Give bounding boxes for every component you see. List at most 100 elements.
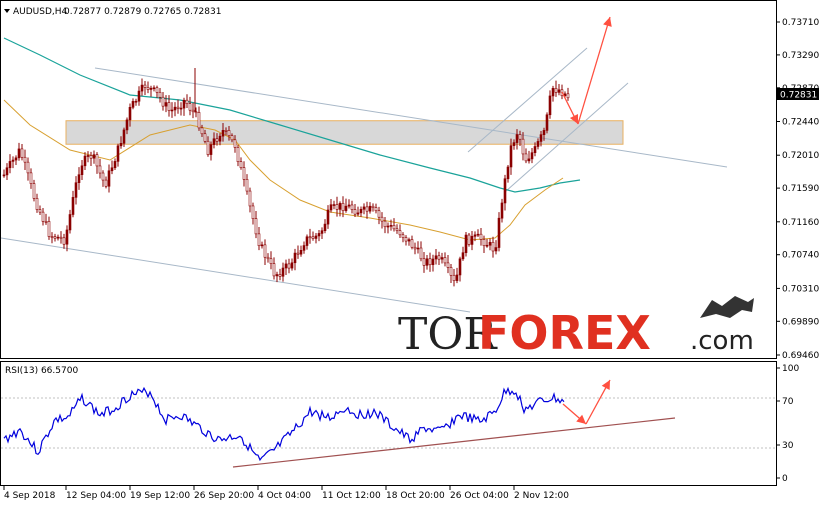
time-tick-label: 11 Oct 12:00: [322, 491, 381, 501]
channel-line: [504, 82, 629, 193]
candle-body: [161, 96, 165, 107]
candle-body: [524, 153, 528, 162]
candle-body: [110, 167, 114, 172]
candle-body: [56, 236, 60, 239]
rsi-forecast-arrows: [562, 379, 611, 425]
candle-body: [404, 237, 408, 242]
price-tick-label: 0.73710: [782, 18, 819, 28]
main-pane: [0, 0, 777, 359]
candle-body: [293, 252, 297, 264]
candle-body: [203, 133, 207, 142]
candle-body: [485, 244, 489, 247]
time-tick-label: 4 Oct 04:00: [258, 491, 311, 501]
candle-body: [125, 119, 129, 131]
candle-body: [419, 247, 423, 260]
candle-body: [455, 274, 459, 281]
candle-body: [152, 87, 156, 90]
candle-body: [344, 205, 348, 211]
candle-body: [458, 258, 462, 276]
candle-body: [71, 197, 75, 215]
time-axis: 4 Sep 2018 12 Sep 04:00 19 Sep 12:00 26 Sep…: [3, 486, 569, 501]
candle-body: [140, 84, 144, 92]
candle-body: [464, 234, 468, 253]
channel-line: [467, 47, 588, 153]
candle-body: [332, 204, 336, 206]
candle-body: [104, 179, 108, 187]
candle-body: [341, 203, 345, 211]
candle-body: [74, 182, 78, 198]
candle-body: [158, 91, 162, 98]
candle-body: [494, 247, 498, 252]
candle-body: [149, 87, 153, 90]
candle-body: [272, 263, 276, 277]
candle-body: [95, 154, 99, 167]
candle-body: [5, 167, 9, 176]
candle-body: [122, 129, 126, 144]
candle-body: [233, 139, 237, 148]
candle-body: [323, 223, 327, 231]
candle-body: [533, 146, 537, 153]
dropdown-triangle-icon[interactable]: [4, 9, 10, 13]
candle-body: [317, 233, 321, 237]
rsi-axis: 100 70 30 0: [776, 364, 799, 484]
candle-body: [359, 208, 363, 214]
candle-body: [449, 267, 453, 276]
candle-body: [452, 274, 456, 281]
candle-body: [500, 202, 504, 219]
candle-body: [119, 143, 123, 147]
candle-body: [377, 210, 381, 218]
candle-body: [41, 211, 45, 222]
candle-body: [68, 214, 72, 231]
candle-body: [137, 90, 141, 102]
candle-body: [428, 258, 432, 266]
candle-body: [278, 274, 282, 277]
candle-body: [335, 204, 339, 210]
candle-body: [338, 203, 342, 210]
candle-body: [425, 258, 429, 266]
candle-body: [98, 165, 102, 174]
time-tick-label: 2 Nov 12:00: [514, 491, 569, 501]
candle-body: [239, 161, 243, 168]
candle-body: [530, 152, 534, 160]
candle-body: [389, 225, 393, 227]
candle-body: [509, 145, 513, 168]
candle-body: [242, 167, 246, 180]
candle-body: [185, 99, 189, 104]
price-axis: 0.737100.732900.728700.724400.720100.715…: [776, 18, 819, 361]
candle-body: [32, 183, 36, 199]
candle-body: [350, 204, 354, 210]
candle-body: [143, 84, 147, 88]
candle-body: [518, 134, 522, 140]
candle-body: [65, 229, 69, 245]
candle-body: [314, 235, 318, 239]
price-tick-label: 0.73290: [782, 51, 819, 61]
candle-body: [173, 106, 177, 111]
candle-body: [368, 205, 372, 212]
rsi-support-line: [232, 417, 676, 468]
candle-body: [245, 179, 249, 192]
candle-body: [413, 246, 417, 250]
time-tick-label: 26 Oct 04:00: [450, 491, 509, 501]
arrow-head: [603, 17, 612, 27]
logo-forex: FOREX: [478, 306, 651, 360]
candle-body: [281, 267, 285, 277]
candle-body: [251, 205, 255, 219]
price-tick-label: 0.71160: [782, 218, 819, 228]
time-tick-label: 18 Oct 20:00: [386, 491, 445, 501]
candle-body: [353, 209, 357, 215]
trendlines: [0, 47, 728, 313]
logo-tor: TOR: [398, 309, 498, 360]
candle-body: [539, 134, 543, 142]
rsi-tick-label: 70: [782, 397, 794, 407]
candle-body: [479, 233, 483, 240]
candle-body: [47, 221, 51, 237]
candle-body: [224, 130, 228, 132]
candle-body: [266, 256, 270, 260]
candle-body: [497, 217, 501, 248]
candle-body: [476, 233, 480, 236]
arrow-head: [576, 414, 586, 424]
price-tick-label: 0.70740: [782, 251, 819, 261]
candle-body: [89, 155, 93, 159]
candle-body: [11, 159, 15, 162]
